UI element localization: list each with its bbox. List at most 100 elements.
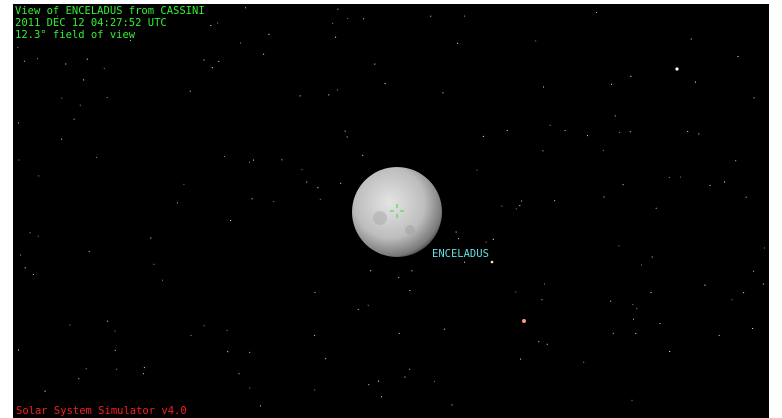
star [618,245,619,246]
star [177,202,178,203]
star [636,308,637,309]
star [763,284,764,285]
star [217,23,218,24]
star [104,68,105,69]
star [603,197,604,198]
star [753,271,754,272]
star [374,64,375,65]
star [501,206,502,207]
star [521,201,522,202]
star [144,367,145,368]
star [337,90,338,91]
star [203,60,204,61]
star [659,323,660,324]
enceladus-disk [352,167,442,257]
star [656,208,657,209]
star [80,105,81,106]
star [735,160,736,161]
star [302,169,303,170]
star [623,184,624,185]
star [325,358,326,359]
page: View of ENCELADUS from CASSINI 2011 DEC … [0,0,782,418]
star [543,87,544,88]
star [710,185,711,186]
star [550,125,551,126]
star [69,325,70,326]
star [335,37,336,38]
star [358,309,359,310]
star [738,56,739,57]
star [191,335,192,336]
star [430,16,431,17]
star [204,325,205,326]
star [669,351,670,352]
star [65,64,66,65]
star [611,84,612,85]
star [381,396,382,397]
star [340,183,341,184]
star [603,150,604,151]
star [541,299,542,300]
star [38,175,39,176]
star [18,350,19,351]
star [493,239,494,240]
body-label: ENCELADUS [432,248,489,260]
star [404,377,405,378]
star [691,39,692,40]
star [409,290,410,291]
star [37,58,38,59]
star [610,301,611,302]
star [253,160,254,161]
star [338,9,339,10]
star [522,319,526,323]
star [583,362,584,363]
star [18,122,19,123]
star [368,384,369,385]
star [363,18,364,19]
star [210,25,211,26]
star [224,156,225,157]
star [651,292,652,293]
star [281,159,282,160]
star [249,388,250,389]
star [630,131,631,132]
star [260,405,261,406]
star [227,330,228,331]
simulator-view: View of ENCELADUS from CASSINI 2011 DEC … [0,0,782,418]
star [519,205,520,206]
star [444,329,445,330]
star [544,283,545,284]
star [249,352,250,353]
star [45,391,46,392]
star [486,242,487,243]
star [114,331,115,332]
star [538,341,539,342]
star [641,265,642,266]
star [239,373,240,374]
star [268,34,269,35]
star [398,277,399,278]
star [516,208,517,209]
star [630,76,631,77]
star [230,220,231,221]
star [754,97,755,98]
star [746,197,747,198]
star [314,335,315,336]
header-line: View of ENCELADUS from CASSINI [15,5,205,17]
star [252,198,253,199]
star [675,67,678,70]
star [74,119,75,120]
star [458,238,459,239]
star [263,54,264,55]
star [669,177,670,178]
star [587,135,588,136]
star [652,257,653,258]
star [632,304,633,305]
star [332,23,333,24]
star [347,18,348,19]
star [743,292,744,293]
star [273,201,274,202]
star [320,199,321,200]
star [107,97,108,98]
star [547,344,548,345]
